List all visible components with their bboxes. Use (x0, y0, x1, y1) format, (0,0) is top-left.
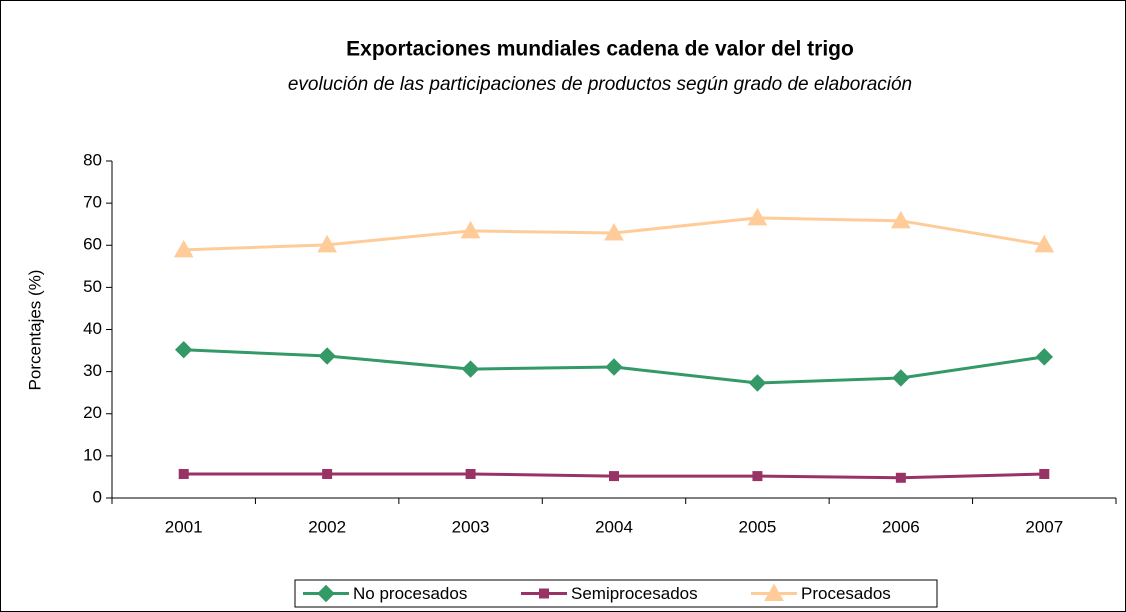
y-axis-label: Porcentajes (%) (25, 270, 44, 391)
x-tick-label: 2001 (165, 517, 203, 536)
legend-marker (764, 583, 784, 601)
y-tick-label: 20 (83, 403, 102, 422)
y-tick-label: 50 (83, 277, 102, 296)
data-point (178, 468, 189, 479)
legend-box (294, 579, 938, 608)
y-tick-label: 60 (83, 235, 102, 254)
data-point (173, 239, 194, 258)
data-point (175, 341, 193, 359)
data-point (604, 223, 624, 241)
chart-title: Exportaciones mundiales cadena de valor … (346, 38, 854, 61)
legend-label: Procesados (801, 584, 891, 603)
x-tick-label: 2005 (739, 517, 777, 536)
x-tick-label: 2002 (308, 517, 346, 536)
data-point (1034, 234, 1055, 253)
data-point (747, 207, 768, 226)
x-tick-label: 2003 (452, 517, 490, 536)
legend-marker (539, 588, 549, 599)
x-tick-label: 2004 (595, 517, 633, 536)
data-point (1039, 468, 1050, 479)
data-point (891, 210, 911, 229)
data-point (465, 468, 476, 479)
x-tick-label: 2006 (882, 517, 920, 536)
data-point (1035, 348, 1053, 366)
data-point (318, 347, 336, 365)
data-point (609, 471, 619, 482)
y-tick-label: 10 (83, 445, 102, 464)
data-point (892, 369, 910, 387)
data-point (317, 234, 337, 253)
y-tick-label: 70 (83, 193, 102, 212)
data-point (605, 358, 623, 376)
legend-marker (317, 584, 335, 603)
data-point (748, 374, 767, 392)
data-point (461, 360, 480, 378)
legend-label: Semiprocesados (571, 584, 698, 603)
y-tick-label: 80 (83, 150, 102, 169)
x-tick-label: 2007 (1025, 517, 1063, 536)
chart-subtitle: evolución de las participaciones de prod… (288, 74, 912, 95)
y-tick-label: 0 (93, 487, 102, 506)
data-point (322, 468, 333, 479)
data-point (895, 472, 906, 483)
y-tick-label: 30 (83, 361, 102, 380)
data-point (752, 471, 763, 482)
legend-label: No procesados (353, 584, 467, 603)
data-point (460, 220, 481, 239)
y-tick-label: 40 (83, 319, 102, 338)
